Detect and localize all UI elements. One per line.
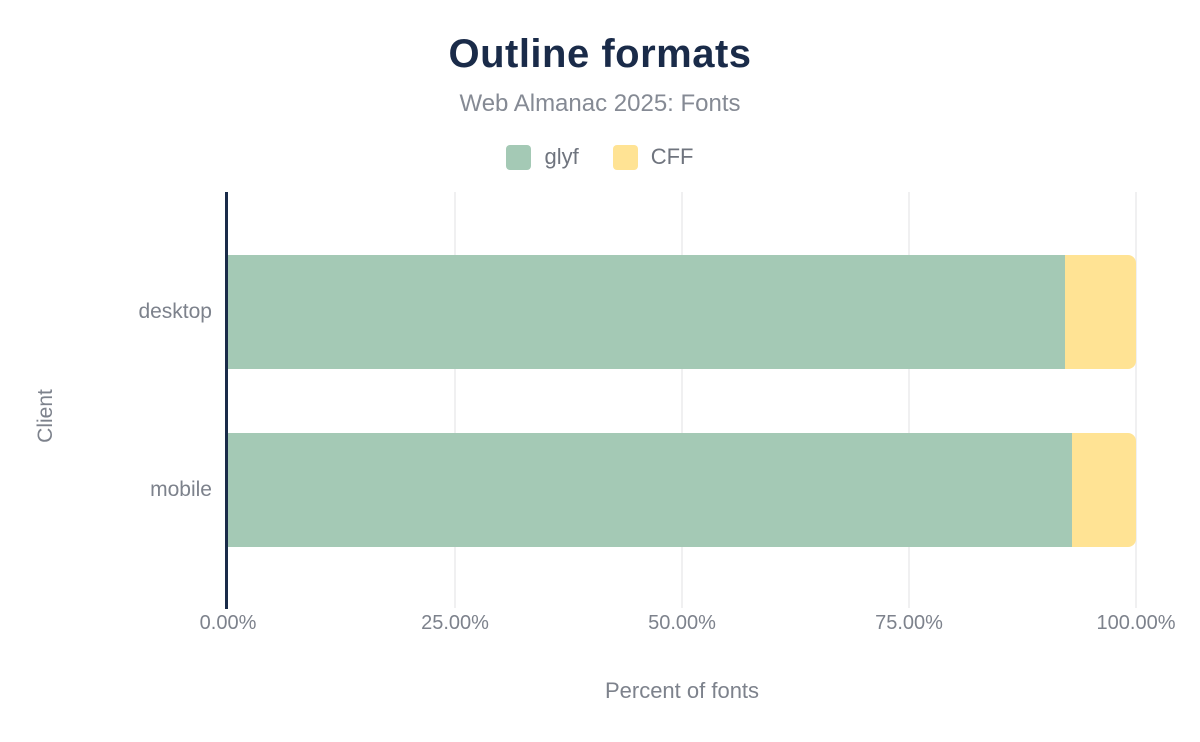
bar-segment-mobile-glyf	[228, 433, 1072, 547]
y-axis-line	[225, 192, 228, 609]
legend-swatch-glyf	[506, 144, 532, 170]
category-label-desktop: desktop	[138, 300, 212, 323]
chart-subtitle: Web Almanac 2025: Fonts	[459, 90, 741, 117]
x-tick-label-25: 25.00%	[421, 612, 489, 634]
chart-title: Outline formats	[448, 32, 752, 76]
legend-item-CFF: CFF	[612, 144, 694, 170]
gridline-25	[454, 192, 456, 608]
bar-segment-mobile-CFF	[1071, 433, 1136, 547]
bar-segment-desktop-glyf	[228, 255, 1066, 369]
category-label-mobile: mobile	[150, 478, 212, 501]
x-tick-label-50: 50.00%	[648, 612, 716, 634]
legend-label-CFF: CFF	[650, 144, 694, 169]
x-tick-label-0: 0.00%	[199, 612, 257, 634]
legend-label-glyf: glyf	[544, 144, 579, 169]
gridline-75	[908, 192, 910, 608]
bar-mobile	[228, 433, 1136, 547]
legend: glyf CFF	[0, 143, 1200, 171]
gridline-50	[681, 192, 683, 608]
legend-swatch-CFF	[612, 144, 638, 170]
gridline-100	[1135, 192, 1137, 608]
x-axis-title: Percent of fonts	[604, 678, 760, 703]
x-tick-label-75: 75.00%	[875, 612, 943, 634]
x-tick-label-100: 100.00%	[1096, 612, 1176, 634]
legend-item-glyf: glyf	[506, 144, 579, 170]
bar-desktop	[228, 255, 1136, 369]
bar-segment-desktop-CFF	[1065, 255, 1136, 369]
